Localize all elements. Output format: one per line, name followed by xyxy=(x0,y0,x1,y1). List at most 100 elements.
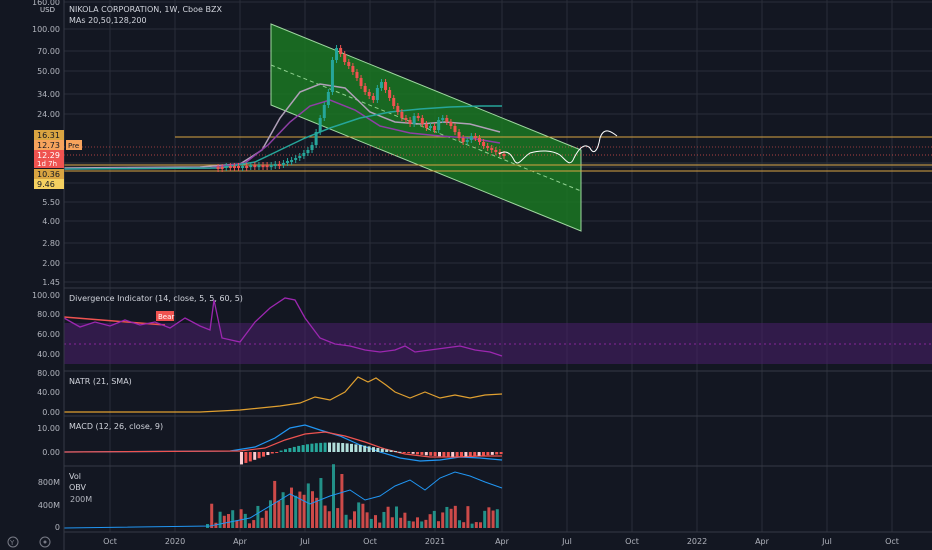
macd-histogram-bar xyxy=(288,448,292,452)
main-price-pane[interactable] xyxy=(63,23,932,232)
volume-bar xyxy=(340,474,344,528)
macd-histogram-bar xyxy=(468,452,472,457)
macd-histogram-bar xyxy=(292,446,296,452)
price-tick-label: 2.80 xyxy=(42,239,60,248)
candle-body xyxy=(281,163,285,165)
volume-bar xyxy=(231,510,235,528)
volume-bar xyxy=(495,509,499,528)
volume-obv-tick-label: 200M xyxy=(70,495,92,504)
macd-histogram-bar xyxy=(240,452,243,465)
macd-histogram-bar xyxy=(486,452,490,456)
macd-histogram-bar xyxy=(275,452,279,453)
candle-body xyxy=(318,118,322,132)
price-tick-label: 24.00 xyxy=(37,110,60,119)
candle-body xyxy=(457,132,461,138)
candle-body xyxy=(384,82,388,90)
volume-bar xyxy=(399,517,403,528)
macd-title[interactable]: MACD (12, 26, close, 9) xyxy=(69,422,164,431)
macd-histogram-bar xyxy=(407,452,411,454)
pre-tag-label: Pre xyxy=(68,142,79,150)
candle-body xyxy=(420,118,424,124)
volume-bar xyxy=(264,510,268,528)
candle-body xyxy=(359,78,363,86)
candle-body xyxy=(465,140,469,142)
macd-histogram-bar xyxy=(253,452,257,460)
volume-bar xyxy=(470,523,474,528)
pane-separators xyxy=(0,287,932,533)
candle-body xyxy=(298,156,302,158)
macd-histogram-bar xyxy=(248,452,252,462)
macd-histogram-bar xyxy=(332,442,336,452)
natr-title[interactable]: NATR (21, SMA) xyxy=(69,377,132,386)
natr-series xyxy=(64,376,503,413)
candle-body xyxy=(404,118,408,120)
volume-bar xyxy=(227,514,230,528)
volume-bar xyxy=(428,514,432,528)
macd-histogram-bar xyxy=(473,452,477,457)
volume-bar xyxy=(332,464,335,528)
candle-body xyxy=(216,167,220,169)
macd-histogram-bar xyxy=(345,443,349,452)
moving-averages-legend[interactable]: MAs 20,50,128,200 xyxy=(69,16,147,25)
settings-gear-icon xyxy=(39,536,51,548)
high-price-value: 16.31 xyxy=(37,131,60,140)
obv-title[interactable]: OBV xyxy=(69,483,87,492)
volume-bar xyxy=(361,503,365,528)
macd-signal-line xyxy=(63,431,502,458)
volume-bar xyxy=(479,522,482,528)
volume-bar xyxy=(411,521,415,528)
volume-bar xyxy=(466,506,470,528)
candle-body xyxy=(314,132,318,145)
candle-body xyxy=(424,124,428,128)
candle-body xyxy=(428,126,432,128)
candlesticks xyxy=(216,45,506,172)
volume-title[interactable]: Vol xyxy=(69,472,81,481)
candle-body xyxy=(330,60,334,92)
macd-histogram-bar xyxy=(380,448,384,452)
grid-lines xyxy=(64,0,932,532)
price-tick-label: 160.00 xyxy=(32,0,60,7)
macd-histogram-bar xyxy=(438,452,441,457)
macd-histogram-bar xyxy=(424,452,428,456)
volume-bar xyxy=(348,519,352,528)
candle-body xyxy=(367,92,371,96)
macd-histogram-bar xyxy=(354,444,358,452)
bear-badge[interactable] xyxy=(156,311,174,321)
level-b-badge xyxy=(34,179,64,189)
macd-histogram-bar xyxy=(398,451,402,453)
volume-bar xyxy=(432,510,436,528)
pre-price-value: 12.73 xyxy=(37,141,60,150)
candle-body xyxy=(486,146,490,148)
macd-histogram-bar xyxy=(385,449,389,452)
candle-body xyxy=(477,138,481,142)
candle-body xyxy=(461,138,465,142)
symbol-title[interactable]: NIKOLA CORPORATION, 1W, Cboe BZX xyxy=(69,5,222,14)
volume-bar xyxy=(235,520,239,528)
candle-body xyxy=(400,112,404,118)
volume-bar xyxy=(239,509,243,528)
macd-histogram-bar xyxy=(314,443,318,452)
projected-path-drawing[interactable] xyxy=(498,130,618,164)
candle-body xyxy=(269,165,273,167)
volume-bar xyxy=(327,511,331,528)
candle-body xyxy=(449,122,453,126)
countdown-value: 1d 7h xyxy=(37,160,57,168)
candle-body xyxy=(502,154,506,156)
candle-body xyxy=(392,98,396,106)
macd-histogram-bar xyxy=(372,447,375,452)
volume-bar xyxy=(424,519,428,528)
candle-body xyxy=(375,88,379,100)
macd-histogram-bar xyxy=(490,452,494,455)
price-tick-label: 100.00 xyxy=(32,25,60,34)
candle-body xyxy=(482,142,486,146)
volume-bar xyxy=(319,478,323,528)
candle-body xyxy=(416,116,420,118)
macd-histogram-bar xyxy=(477,452,481,456)
bottom-left-controls[interactable]: Y xyxy=(7,536,51,548)
divergence-title[interactable]: Divergence Indicator (14, close, 5, 5, 6… xyxy=(69,294,243,303)
candle-body xyxy=(445,118,449,122)
macd-histogram-bar xyxy=(266,452,270,456)
macd-histogram-bar xyxy=(262,452,265,457)
macd-plot xyxy=(63,424,503,465)
